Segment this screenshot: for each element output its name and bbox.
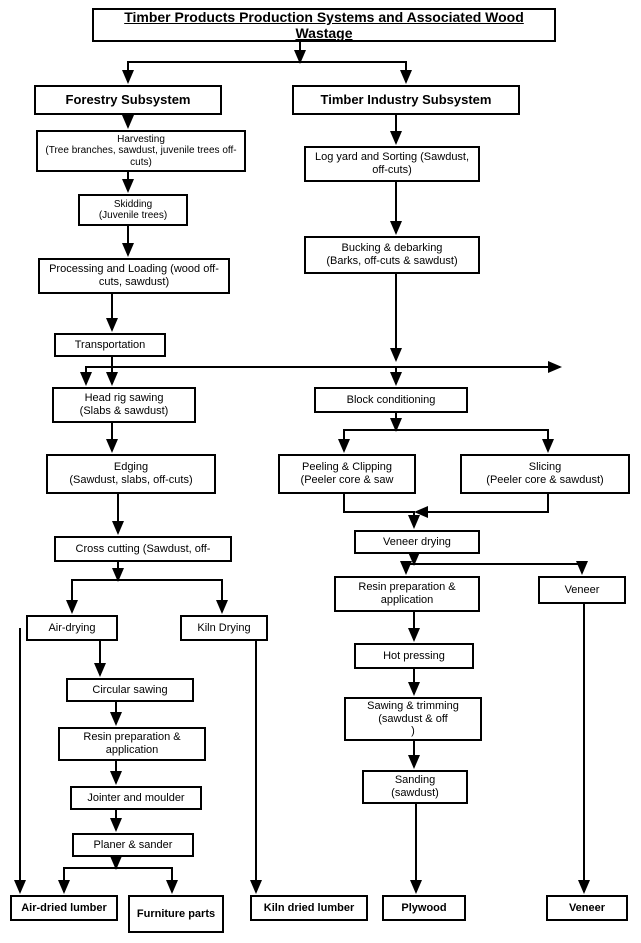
harvesting-node: Harvesting (Tree branches, sawdust, juve… — [36, 130, 246, 172]
planer-node: Planer & sander — [72, 833, 194, 857]
kilndry-node: Kiln Drying — [180, 615, 268, 641]
circular-node: Circular sawing — [66, 678, 194, 702]
transport-node: Transportation — [54, 333, 166, 357]
out-plywood: Plywood — [382, 895, 466, 921]
edging-node: Edging (Sawdust, slabs, off-cuts) — [46, 454, 216, 494]
headrig-node: Head rig sawing (Slabs & sawdust) — [52, 387, 196, 423]
jointer-node: Jointer and moulder — [70, 786, 202, 810]
blockcond-node: Block conditioning — [314, 387, 468, 413]
timber-subsystem: Timber Industry Subsystem — [292, 85, 520, 115]
out-kilndried: Kiln dried lumber — [250, 895, 368, 921]
bucking-node: Bucking & debarking (Barks, off-cuts & s… — [304, 236, 480, 274]
diagram-title: Timber Products Production Systems and A… — [92, 8, 556, 42]
crosscut-node: Cross cutting (Sawdust, off- — [54, 536, 232, 562]
resin2-node: Resin preparation & application — [334, 576, 480, 612]
vdrying-node: Veneer drying — [354, 530, 480, 554]
peeling-node: Peeling & Clipping (Peeler core & saw — [278, 454, 416, 494]
sawtrim-node: Sawing & trimming (sawdust & off ) — [344, 697, 482, 741]
logyard-node: Log yard and Sorting (Sawdust, off-cuts) — [304, 146, 480, 182]
hotpress-node: Hot pressing — [354, 643, 474, 669]
airdry-node: Air-drying — [26, 615, 118, 641]
sanding-node: Sanding (sawdust) — [362, 770, 468, 804]
veneerbox-node: Veneer — [538, 576, 626, 604]
out-veneer: Veneer — [546, 895, 628, 921]
processing-node: Processing and Loading (wood off-cuts, s… — [38, 258, 230, 294]
out-furniture: Furniture parts — [128, 895, 224, 933]
slicing-node: Slicing (Peeler core & sawdust) — [460, 454, 630, 494]
forestry-subsystem: Forestry Subsystem — [34, 85, 222, 115]
out-airdried: Air-dried lumber — [10, 895, 118, 921]
skidding-node: Skidding (Juvenile trees) — [78, 194, 188, 226]
resin-node: Resin preparation & application — [58, 727, 206, 761]
